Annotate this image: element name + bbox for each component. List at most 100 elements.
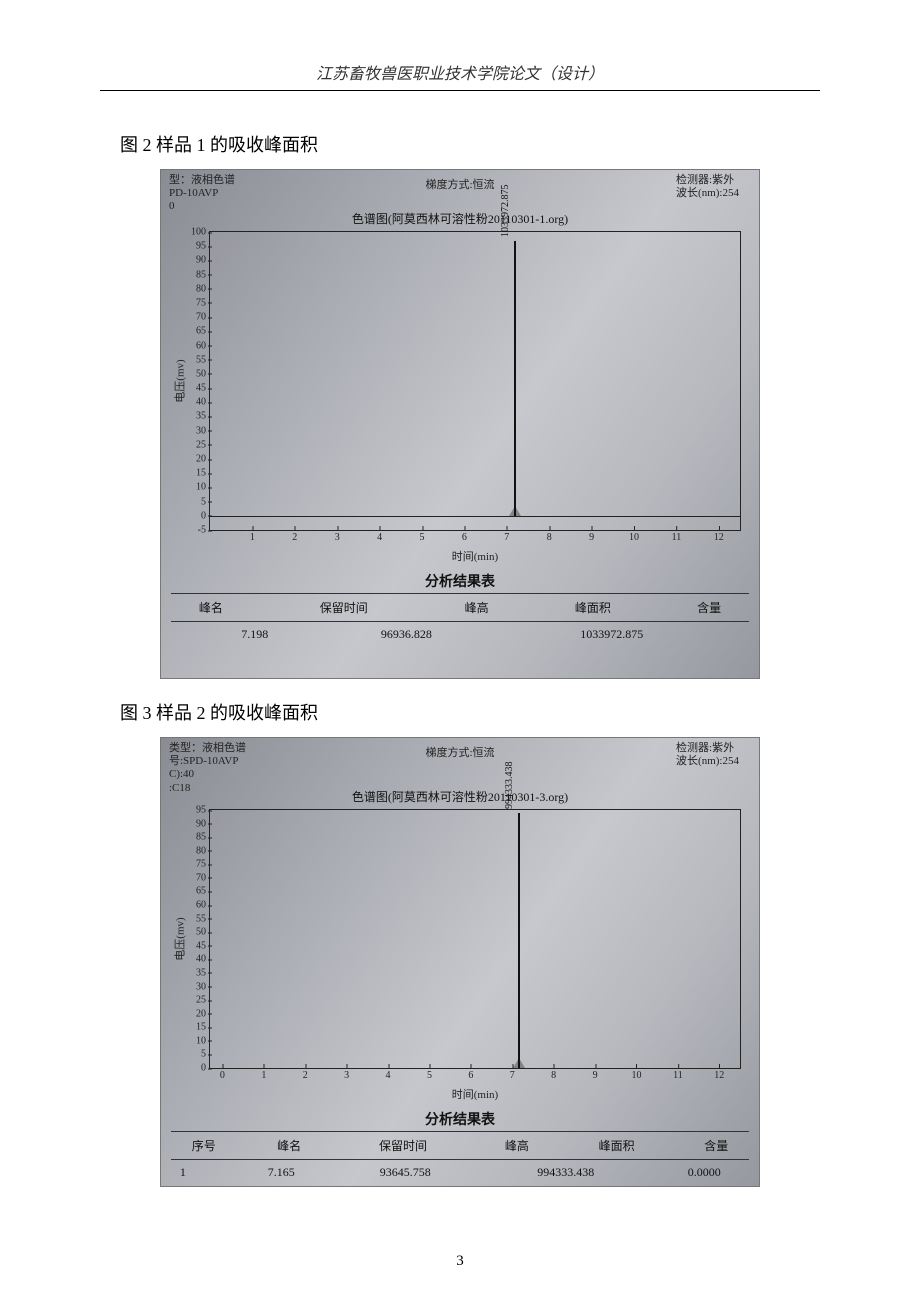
col-header: 峰高 (427, 596, 527, 619)
y-tick: 95 (196, 805, 206, 816)
figure2-results-title: 分析结果表 (161, 1109, 759, 1129)
figure2-gradient: 梯度方式:恒流 (425, 744, 494, 760)
figure2-top: 类型：液相色谱 号:SPD-10AVP C):40 :C18 梯度方式:恒流 检… (161, 738, 759, 786)
y-tick: 100 (191, 227, 206, 238)
x-tick: 3 (344, 1070, 349, 1081)
figure1-detector: 检测器:紫外 波长(nm):254 (676, 174, 739, 200)
y-tick: 70 (196, 872, 206, 883)
col-header: 峰名 (246, 1134, 331, 1157)
figure1-yticks: -505101520253035404550556065707580859095… (170, 232, 208, 530)
page-number: 3 (456, 1253, 464, 1270)
x-tick: 2 (292, 532, 297, 543)
x-tick: 11 (673, 1070, 683, 1081)
x-tick: 1 (250, 532, 255, 543)
cell (161, 624, 197, 645)
figure1-results-data: 7.19896936.8281033972.875 (161, 624, 759, 645)
baseline (210, 1068, 740, 1069)
col-header: 峰高 (474, 1134, 559, 1157)
x-tick: 10 (629, 532, 639, 543)
x-tick: 12 (714, 532, 724, 543)
y-tick: 70 (196, 312, 206, 323)
figure2-chart: 电压(mv) 时间(min) 0510152025303540455055606… (209, 809, 741, 1069)
figure1-top: 型：液相色谱 PD-10AVP 0 梯度方式:恒流 检测器:紫外 波长(nm):… (161, 170, 759, 208)
x-tick: 8 (551, 1070, 556, 1081)
figure2-caption: 图 3 样品 2 的吸收峰面积 (120, 699, 820, 725)
y-tick: 10 (196, 482, 206, 493)
baseline (210, 516, 740, 517)
col-header: 保留时间 (332, 1134, 474, 1157)
divider (171, 1131, 749, 1132)
x-tick: 3 (335, 532, 340, 543)
y-tick: 50 (196, 927, 206, 938)
figure1-gradient: 梯度方式:恒流 (425, 176, 494, 192)
col-header: 峰面积 (560, 1134, 674, 1157)
y-tick: 25 (196, 995, 206, 1006)
x-tick: 9 (589, 532, 594, 543)
chromatogram-peak (514, 241, 516, 516)
page-header: 江苏畜牧兽医职业技术学院论文（设计） (100, 60, 820, 91)
figure2-results-data: 1 7.16593645.758994333.4380.0000 (161, 1162, 759, 1183)
cell: 93645.758 (329, 1162, 482, 1183)
figure1-chart: 电压(mv) 时间(min) -505101520253035404550556… (209, 231, 741, 531)
table-header-row: 峰名保留时间峰高峰面积含量 (161, 596, 759, 619)
y-tick: 40 (196, 397, 206, 408)
y-tick: 15 (196, 1022, 206, 1033)
x-tick: 4 (386, 1070, 391, 1081)
y-tick: 40 (196, 954, 206, 965)
y-tick: 90 (196, 255, 206, 266)
col-header: 保留时间 (261, 596, 427, 619)
y-tick: 5 (201, 496, 206, 507)
chromatogram-peak (518, 813, 520, 1068)
x-tick: 10 (631, 1070, 641, 1081)
y-tick: 20 (196, 454, 206, 465)
col-header: 峰面积 (526, 596, 659, 619)
x-tick: 12 (714, 1070, 724, 1081)
cell: 994333.438 (482, 1162, 650, 1183)
y-tick: -5 (198, 525, 206, 536)
y-tick: 15 (196, 468, 206, 479)
cell: 1 (161, 1162, 205, 1183)
x-tick: 6 (468, 1070, 473, 1081)
x-tick: 9 (593, 1070, 598, 1081)
y-tick: 65 (196, 886, 206, 897)
figure2-detector: 检测器:紫外 波长(nm):254 (676, 742, 739, 768)
figure2-xticks: 0123456789101112 (210, 1070, 740, 1086)
cell: 7.165 (234, 1162, 329, 1183)
figure2-yticks: 05101520253035404550556065707580859095 (170, 810, 208, 1068)
y-tick: 85 (196, 832, 206, 843)
x-tick: 6 (462, 532, 467, 543)
peak-area-label: 994333.438 (504, 761, 515, 809)
y-tick: 80 (196, 845, 206, 856)
x-tick: 11 (672, 532, 682, 543)
y-tick: 0 (201, 1063, 206, 1074)
table-header-row: 序号峰名保留时间峰高峰面积含量 (161, 1134, 759, 1157)
cell: 1033972.875 (500, 624, 723, 645)
page: 江苏畜牧兽医职业技术学院论文（设计） 图 2 样品 1 的吸收峰面积 型：液相色… (0, 0, 920, 1247)
peak-base (509, 506, 521, 516)
x-tick: 5 (420, 532, 425, 543)
divider (171, 593, 749, 594)
col-header: 含量 (674, 1134, 759, 1157)
figure1-chart-title: 色谱图(阿莫西林可溶性粉20110301-1.org) (161, 210, 759, 227)
y-tick: 25 (196, 439, 206, 450)
figure2-xlabel: 时间(min) (452, 1086, 498, 1102)
x-tick: 2 (303, 1070, 308, 1081)
y-tick: 30 (196, 425, 206, 436)
y-tick: 10 (196, 1035, 206, 1046)
table-row: 1 7.16593645.758994333.4380.0000 (161, 1162, 759, 1183)
y-tick: 85 (196, 269, 206, 280)
figure1-xlabel: 时间(min) (452, 548, 498, 564)
divider (171, 621, 749, 622)
cell: 0.0000 (650, 1162, 759, 1183)
figure1-results-table: 峰名保留时间峰高峰面积含量 (161, 596, 759, 619)
col-header: 含量 (659, 596, 759, 619)
y-tick: 80 (196, 283, 206, 294)
cell: 96936.828 (313, 624, 500, 645)
y-tick: 90 (196, 818, 206, 829)
col-header: 峰名 (161, 596, 261, 619)
y-tick: 55 (196, 354, 206, 365)
x-tick: 7 (504, 532, 509, 543)
x-tick: 5 (427, 1070, 432, 1081)
figure1-results-title: 分析结果表 (161, 571, 759, 591)
y-tick: 65 (196, 326, 206, 337)
